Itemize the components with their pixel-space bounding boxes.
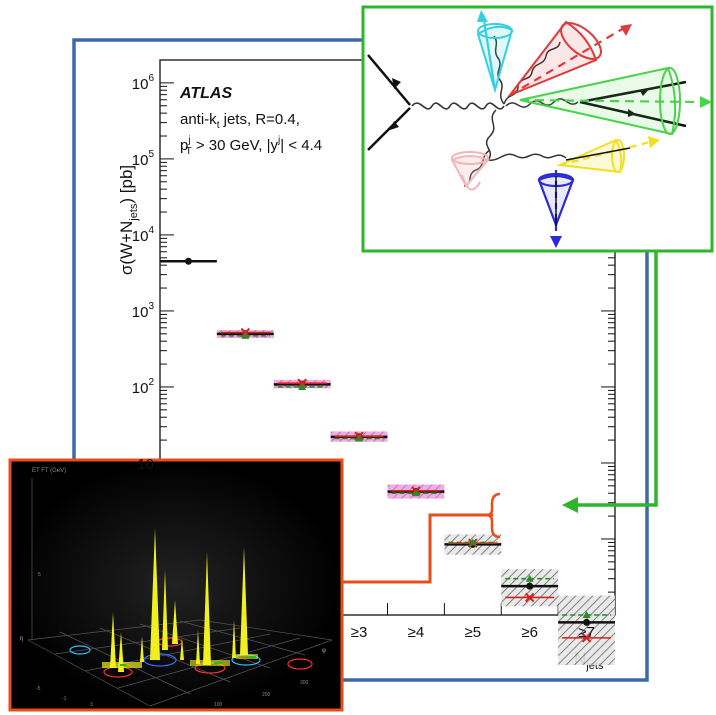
data-point — [184, 257, 192, 265]
y-tick-label: 10 — [137, 456, 154, 473]
event-display-header: ET FT (GeV) — [32, 468, 66, 474]
red-cone — [506, 20, 598, 98]
svg-text:φ: φ — [322, 648, 326, 654]
prediction-green-marker — [582, 611, 591, 618]
prediction-green-marker — [298, 382, 307, 390]
y-axis-label: σ(W+Njets) [pb] — [117, 165, 140, 275]
svg-text:-1: -1 — [62, 696, 67, 702]
data-points — [160, 257, 615, 643]
x-axis-tick-labels: ≥3 ≥4 ≥5 ≥6 ≥7 — [351, 624, 595, 641]
prediction-green-marker — [241, 331, 250, 339]
event-display-panel: ET FT (GeV) η φ -5 -1 3 100 200 300 5 — [8, 458, 344, 712]
x-tick-label: ≥5 — [465, 624, 482, 641]
orange-bracket — [485, 492, 501, 539]
prediction-green-marker — [468, 538, 477, 546]
prediction-red-marker — [581, 633, 592, 643]
svg-text:100: 100 — [214, 702, 223, 708]
data-point — [526, 582, 534, 590]
data-point — [583, 618, 591, 626]
y-axis-tick-labels: 106 105 104 103 102 10 — [132, 73, 155, 473]
svg-text:3: 3 — [90, 702, 93, 708]
systematic-band — [558, 595, 615, 665]
svg-text:-5: -5 — [36, 686, 41, 692]
prediction-red-marker — [524, 592, 535, 603]
x-tick-label: ≥4 — [408, 624, 425, 641]
green-arrow-head — [562, 497, 578, 513]
legend-jet-cuts: pj T > 30 GeV, |yj| < 4.4 — [180, 135, 322, 157]
experiment-label: ATLAS — [179, 85, 232, 102]
prediction-green-marker — [355, 434, 364, 442]
orange-connector-line — [330, 513, 493, 584]
svg-text:300: 300 — [300, 680, 309, 686]
legend-jet-algorithm: anti-kt jets, R=0.4, — [180, 111, 300, 131]
svg-text:5: 5 — [38, 572, 41, 578]
svg-text:η: η — [20, 636, 23, 642]
y-tick-label: 104 — [132, 225, 155, 245]
x-tick-label: ≥3 — [351, 624, 368, 641]
x-tick-label: ≥7 — [578, 624, 595, 641]
y-tick-label: 106 — [132, 73, 155, 93]
prediction-green-marker — [525, 574, 534, 582]
y-tick-label: 103 — [132, 301, 155, 321]
x-tick-label: ≥6 — [521, 624, 538, 641]
svg-text:200: 200 — [262, 692, 271, 698]
green-connector-line — [575, 250, 658, 507]
prediction-green-marker — [411, 489, 420, 497]
y-tick-label: 105 — [132, 149, 155, 169]
feynman-diagram-panel — [361, 5, 714, 253]
y-tick-label: 102 — [132, 377, 155, 397]
